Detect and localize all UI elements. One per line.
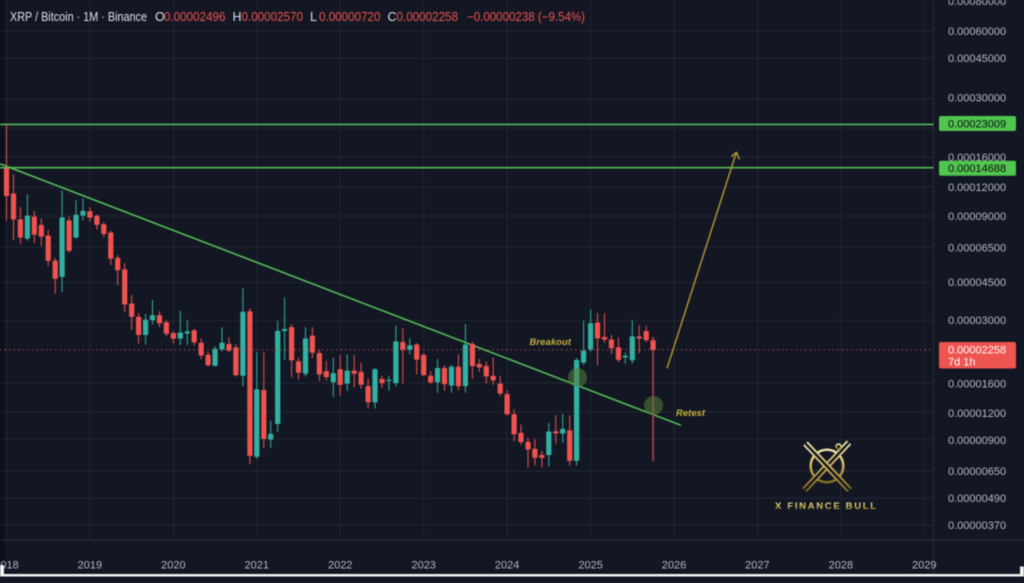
svg-text:0.00001200: 0.00001200	[948, 408, 1006, 420]
svg-text:0.00002570: 0.00002570	[242, 10, 304, 24]
svg-text:2028: 2028	[829, 560, 853, 572]
svg-text:7d 1h: 7d 1h	[948, 357, 976, 369]
svg-text:0.00003000: 0.00003000	[948, 315, 1006, 327]
svg-text:2025: 2025	[578, 560, 602, 572]
svg-text:0.00045000: 0.00045000	[948, 53, 1006, 65]
svg-text:0.00009000: 0.00009000	[948, 211, 1006, 223]
svg-text:0.00002258: 0.00002258	[948, 345, 1006, 357]
svg-text:L: L	[310, 10, 317, 24]
svg-text:2022: 2022	[328, 560, 352, 572]
svg-text:0.00000650: 0.00000650	[948, 466, 1006, 478]
svg-text:0.00000720: 0.00000720	[319, 10, 381, 24]
svg-text:0.00006500: 0.00006500	[948, 242, 1006, 254]
svg-text:0.00001600: 0.00001600	[948, 378, 1006, 390]
svg-text:0.00004500: 0.00004500	[948, 277, 1006, 289]
svg-text:2026: 2026	[662, 560, 686, 572]
svg-text:0.00030000: 0.00030000	[948, 92, 1006, 104]
svg-text:0.00000490: 0.00000490	[948, 493, 1006, 505]
svg-text:O: O	[155, 10, 165, 24]
svg-text:0.00012000: 0.00012000	[948, 182, 1006, 194]
svg-text:Retest: Retest	[676, 408, 706, 418]
svg-text:0.00060000: 0.00060000	[948, 26, 1006, 38]
svg-text:2021: 2021	[245, 560, 269, 572]
svg-text:2018: 2018	[0, 560, 19, 572]
svg-text:H: H	[233, 10, 242, 24]
svg-text:0.00000900: 0.00000900	[948, 435, 1006, 447]
svg-text:0.00002258: 0.00002258	[397, 10, 459, 24]
svg-text:XRP / Bitcoin · 1M · Binance: XRP / Bitcoin · 1M · Binance	[10, 10, 147, 24]
svg-text:2029: 2029	[912, 560, 936, 572]
svg-text:C: C	[388, 10, 397, 24]
svg-text:0.00002496: 0.00002496	[164, 10, 226, 24]
svg-text:0.00014688: 0.00014688	[948, 163, 1006, 175]
svg-text:2020: 2020	[161, 560, 185, 572]
svg-text:0.00080000: 0.00080000	[948, 0, 1006, 8]
svg-text:−0.00000238 (−9.54%): −0.00000238 (−9.54%)	[467, 10, 585, 24]
svg-text:2027: 2027	[745, 560, 769, 572]
svg-text:Breakout: Breakout	[530, 337, 572, 347]
svg-text:2024: 2024	[495, 560, 519, 572]
svg-text:2023: 2023	[411, 560, 435, 572]
svg-text:2019: 2019	[78, 560, 102, 572]
svg-text:0.00023009: 0.00023009	[948, 118, 1006, 130]
svg-text:X FINANCE BULL: X FINANCE BULL	[775, 501, 878, 512]
svg-text:0.00000370: 0.00000370	[948, 520, 1006, 532]
